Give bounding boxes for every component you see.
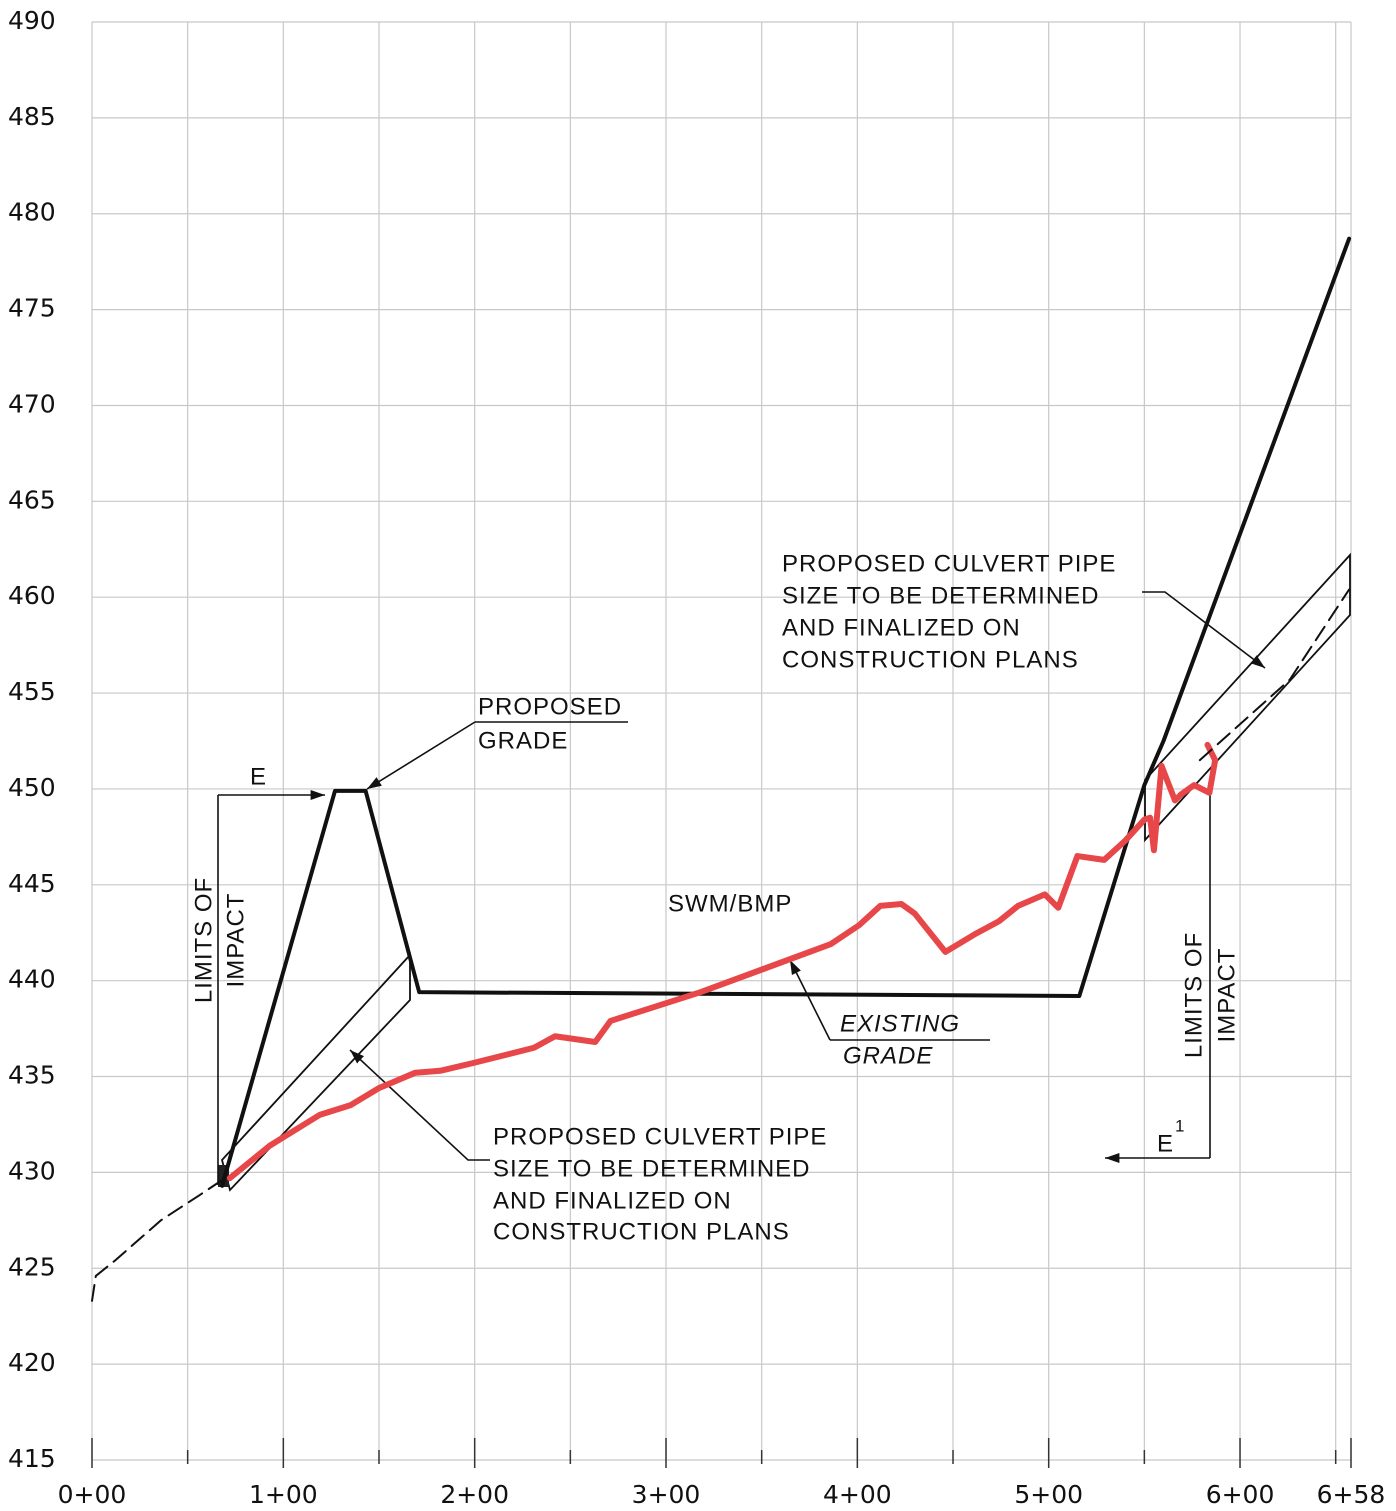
y-tick-label: 420 [8,1348,56,1377]
annotation: LIMITS OF [190,877,217,1003]
y-tick-label: 490 [8,6,56,35]
y-tick-label: 460 [8,581,56,610]
x-tick-label: 6+58 [1317,1480,1386,1509]
x-tick-label: 0+00 [58,1480,127,1509]
annotation: PROPOSED CULVERT PIPE [493,1123,827,1150]
y-tick-label: 450 [8,773,56,802]
annotation: 1 [1175,1116,1185,1135]
grid: 415 420 425 430 435 440 445 450 455 460 465 470 475 4… [8,6,1385,1509]
annotations: PROPOSED GRADE E LIMITS OF IMPACT SWM/BM… [190,550,1240,1245]
y-tick-label: 480 [8,198,56,227]
culvert-pipe [221,952,411,1192]
annotation: AND FINALIZED ON [782,614,1021,641]
series-line [1198,588,1351,762]
y-tick-label: 435 [8,1061,56,1090]
series-line [220,236,1352,1188]
leader [789,959,831,1041]
y-tick-label: 465 [8,485,56,514]
y-tick-label: 415 [8,1444,56,1473]
annotation: GRADE [843,1042,933,1069]
annotation: E [250,763,267,790]
annotation: E [1157,1130,1174,1157]
annotation: SIZE TO BE DETERMINED [782,582,1100,609]
x-tick-label: 6+00 [1206,1480,1275,1509]
leader [1142,591,1266,669]
leader [366,721,476,790]
annotation: PROPOSED [478,693,622,720]
x-tick-label: 5+00 [1014,1480,1083,1509]
y-tick-label: 470 [8,389,56,418]
y-tick-label: 475 [8,294,56,323]
y-tick-label: 485 [8,102,56,131]
series-line [226,741,1219,1182]
annotation: CONSTRUCTION PLANS [782,646,1079,673]
y-tick-label: 425 [8,1252,56,1281]
y-tick-label: 445 [8,869,56,898]
x-tick-label: 2+00 [440,1480,509,1509]
annotation: EXISTING [840,1010,960,1037]
series [91,236,1352,1302]
annotation: AND FINALIZED ON [493,1187,732,1214]
y-tick-label: 455 [8,677,56,706]
x-tick-label: 3+00 [632,1480,701,1509]
series-line [91,1179,224,1302]
x-tick-label: 4+00 [823,1480,892,1509]
annotation: CONSTRUCTION PLANS [493,1218,790,1245]
annotation: IMPACT [222,893,249,988]
annotation: SIZE TO BE DETERMINED [493,1155,811,1182]
annotation: PROPOSED CULVERT PIPE [782,550,1116,577]
annotation: LIMITS OF [1180,932,1207,1058]
x-tick-label: 1+00 [249,1480,318,1509]
annotation: IMPACT [1213,948,1240,1043]
y-tick-label: 440 [8,965,56,994]
annotation: SWM/BMP [668,890,792,917]
annotation: GRADE [478,727,568,754]
y-tick-label: 430 [8,1156,56,1185]
